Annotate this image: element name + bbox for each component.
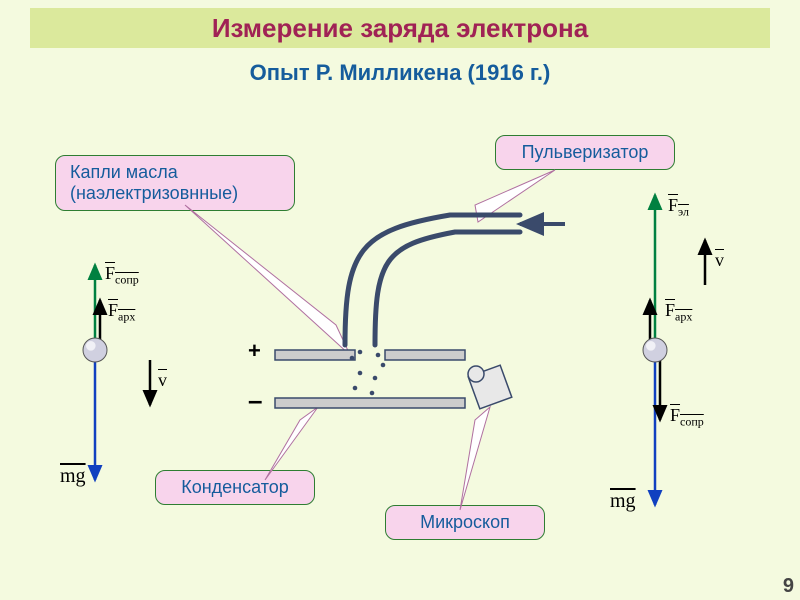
- slide-root: Измерение заряда электрона Опыт Р. Милли…: [0, 0, 800, 600]
- diagram-svg: [0, 0, 800, 600]
- page-number: 9: [783, 575, 794, 598]
